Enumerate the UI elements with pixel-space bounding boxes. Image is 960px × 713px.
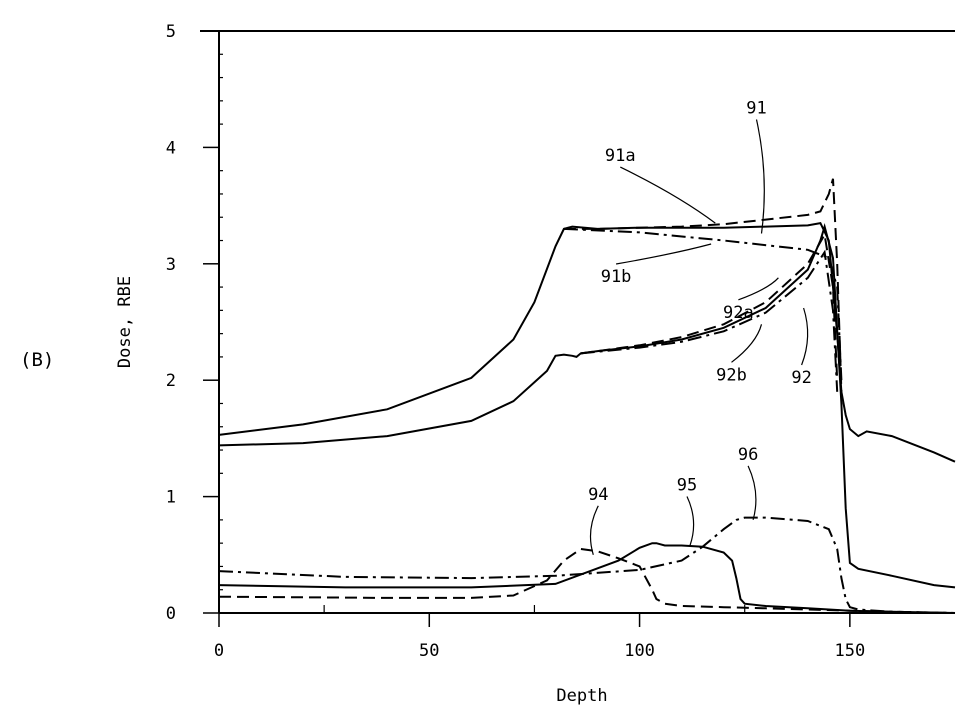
y-tick-label-1: 1 [166,488,176,508]
callouts: 91 91a 91b 92a 92 92b 94 95 96 [588,99,812,555]
y-axis-title: Dose, RBE [115,276,135,368]
callout-leader-95 [686,496,695,546]
curves [218,178,956,614]
callout-label-91: 91 [746,99,766,119]
x-tick-label-100: 100 [624,641,655,661]
callout-leader-91b [615,243,712,265]
callout-leader-92a [738,277,779,301]
callout-label-91b: 91b [601,267,632,287]
y-tick-label-0: 0 [166,604,176,624]
callout-label-94: 94 [588,485,608,505]
callout-leader-92b [731,324,763,363]
curve-94 [218,547,956,614]
y-tick-label-3: 3 [166,255,176,275]
callout-label-92: 92 [791,368,811,388]
curve-92b [580,249,839,392]
panel-label: (B) [20,349,54,371]
callout-label-96: 96 [738,445,758,465]
callout-leader-92 [801,307,809,366]
curve-92 [218,222,956,589]
y-tick-label-4: 4 [166,138,176,158]
curve-91a [563,178,843,392]
x-tick-label-0: 0 [214,641,224,661]
callout-label-92a: 92a [723,303,754,323]
callout-leader-94 [589,505,599,555]
curve-92a [580,231,839,381]
callout-label-92b: 92b [716,365,747,385]
callout-leader-96 [747,465,757,521]
x-axis-title: Depth [556,686,607,706]
curve-91 [218,221,956,463]
callout-label-95: 95 [677,475,697,495]
callout-label-91a: 91a [605,146,636,166]
curve-95 [218,542,956,614]
curve-91b [563,227,843,381]
curve-96 [218,516,956,614]
x-tick-label-150: 150 [834,641,865,661]
y-tick-label-5: 5 [166,22,176,42]
y-tick-label-2: 2 [166,371,176,391]
callout-leader-91a [620,166,716,224]
x-tick-label-50: 50 [419,641,439,661]
callout-leader-91 [755,119,765,234]
